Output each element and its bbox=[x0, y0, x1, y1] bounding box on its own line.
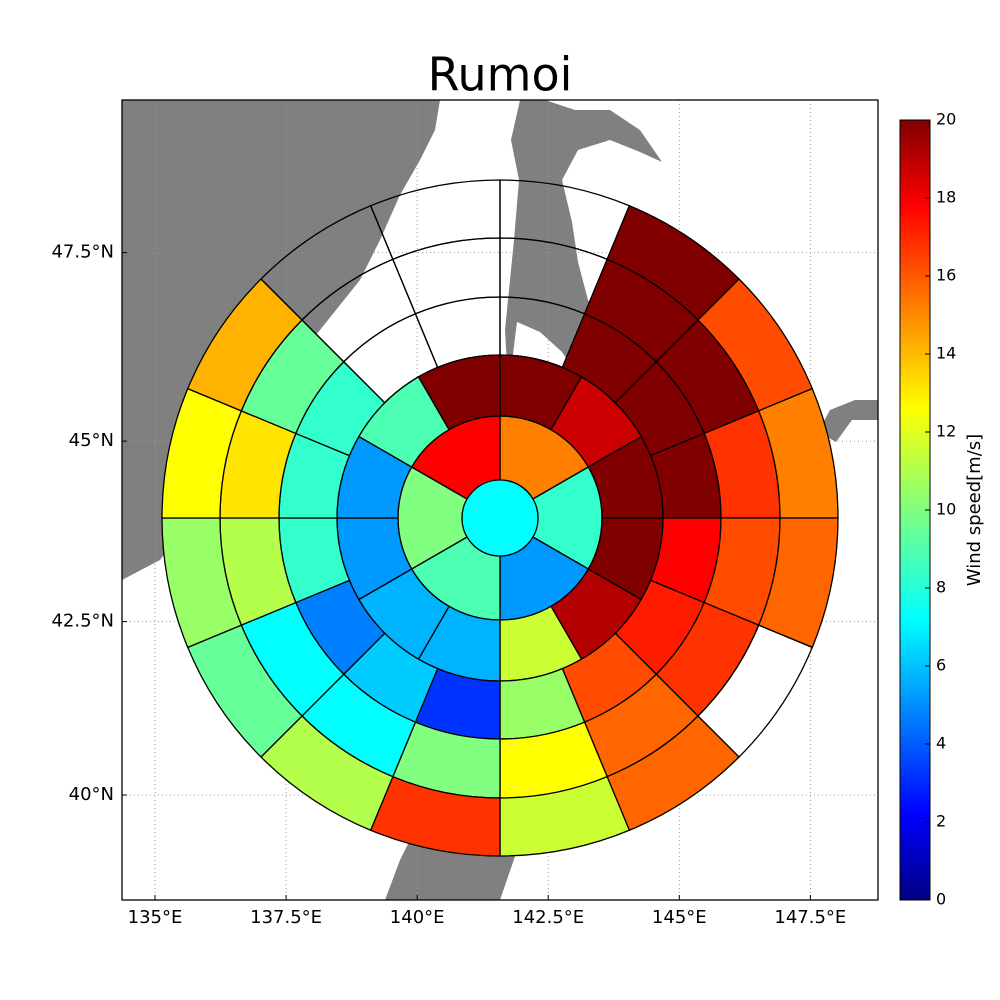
colorbar-tick-label: 12 bbox=[936, 422, 956, 441]
y-tick-label: 47.5°N bbox=[51, 242, 114, 263]
empty-sector bbox=[369, 179, 501, 261]
colorbar-tick-label: 4 bbox=[936, 734, 946, 753]
x-tick-label: 142.5°E bbox=[512, 907, 584, 928]
colorbar-tick-label: 10 bbox=[936, 500, 956, 519]
x-tick-label: 137.5°E bbox=[250, 907, 322, 928]
axes-frame bbox=[121, 99, 879, 901]
y-tick-label: 45°N bbox=[69, 430, 114, 451]
colorbar-label: Wind speed[m/s] bbox=[964, 434, 985, 586]
colorbar-tick-label: 18 bbox=[936, 188, 956, 207]
x-tick-label: 135°E bbox=[128, 907, 183, 928]
x-tick-label: 145°E bbox=[652, 907, 707, 928]
colorbar-tick-label: 0 bbox=[936, 890, 946, 909]
colorbar-tick-label: 8 bbox=[936, 578, 946, 597]
colorbar-tick-label: 16 bbox=[936, 266, 956, 285]
empty-sector bbox=[391, 237, 501, 315]
colorbar-tick-label: 2 bbox=[936, 812, 946, 831]
colorbar-tick-label: 14 bbox=[936, 344, 956, 363]
x-tick-label: 140°E bbox=[390, 907, 445, 928]
chart-title: Rumoi bbox=[428, 48, 573, 102]
x-tick-label: 147.5°E bbox=[774, 907, 846, 928]
center-cell bbox=[461, 479, 539, 557]
y-tick-label: 40°N bbox=[69, 784, 114, 805]
colorbar-tick-label: 20 bbox=[936, 110, 956, 129]
y-tick-label: 42.5°N bbox=[51, 611, 114, 632]
colorbar-tick-label: 6 bbox=[936, 656, 946, 675]
